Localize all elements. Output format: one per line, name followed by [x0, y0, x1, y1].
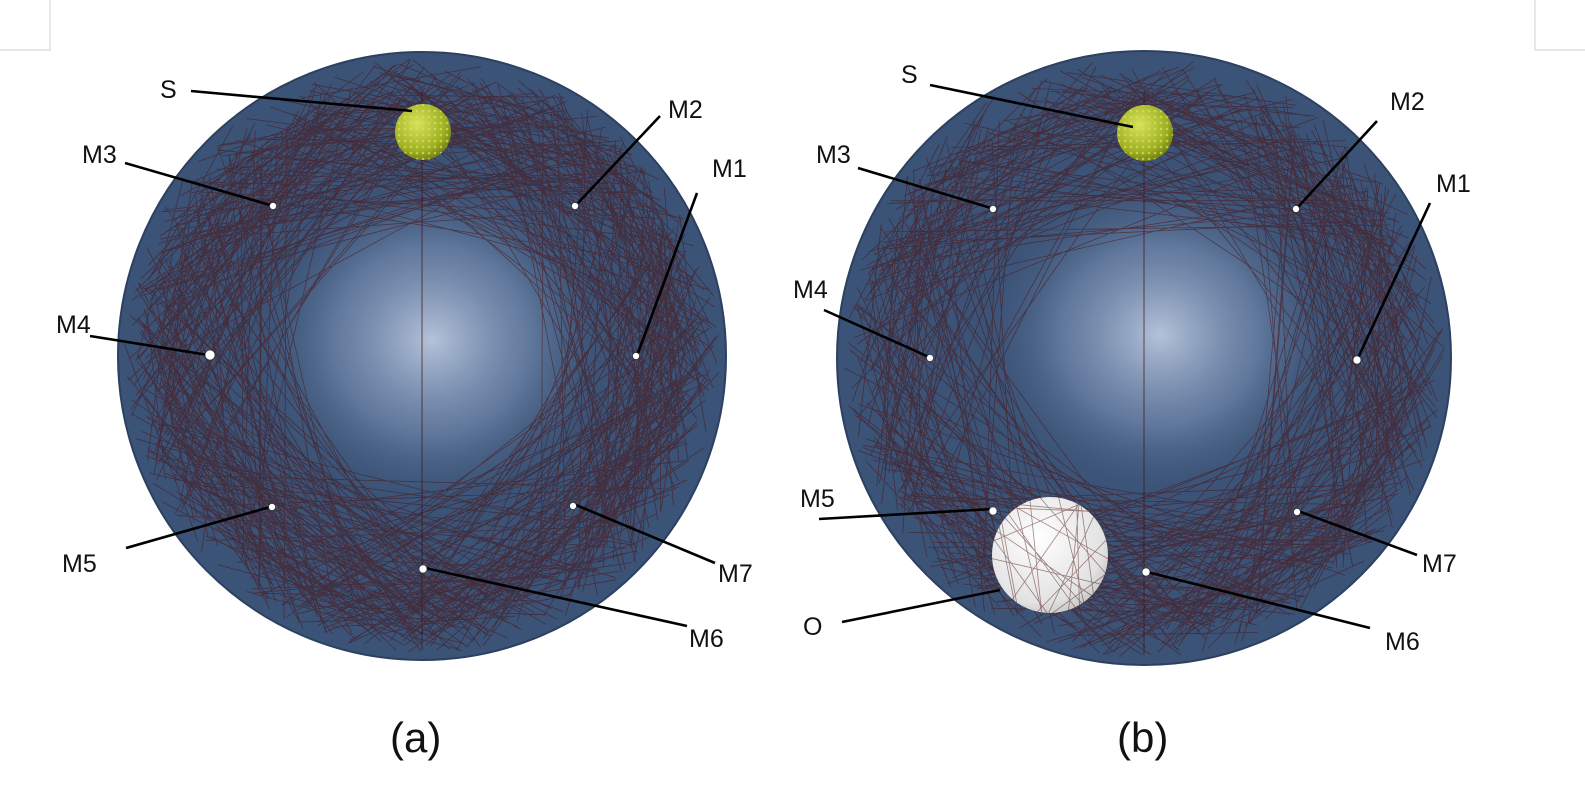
mic-m3-b [989, 205, 997, 213]
label-m4-b: M4 [793, 276, 828, 304]
mic-m7-a [569, 502, 577, 510]
ray-bundle [124, 58, 720, 653]
label-obstacle: O [803, 613, 822, 641]
ray-bundle [844, 61, 1446, 658]
source-texture-a [395, 104, 451, 160]
panel-a: S M3 M2 M1 M4 M5 M7 M6 (a) [56, 51, 753, 761]
obstacle-ray-bundle [992, 497, 1109, 614]
mic-m5-a [268, 503, 276, 511]
obstacle-sphere [992, 497, 1108, 613]
label-m5-a: M5 [62, 550, 97, 578]
label-m6-a: M6 [689, 625, 724, 653]
mic-m2-a [571, 202, 579, 210]
inner-glow-b [980, 170, 1340, 500]
label-m2-a: M2 [668, 96, 703, 124]
label-source-a: S [160, 76, 177, 104]
label-source-b: S [901, 61, 918, 89]
label-m3-b: M3 [816, 141, 851, 169]
source-texture-b [1117, 105, 1173, 161]
mic-m6-b [1141, 567, 1151, 577]
label-m2-b: M2 [1390, 88, 1425, 116]
leader-lines-b [818, 83, 1432, 630]
mic-m7-b [1293, 508, 1301, 516]
crop-marks [0, 0, 1585, 51]
label-m7-a: M7 [718, 560, 753, 588]
mic-m1-b [1352, 355, 1362, 365]
caption-b: (b) [1117, 714, 1168, 761]
mic-m4-a [204, 349, 216, 361]
ray-paths-b [844, 61, 1446, 658]
mic-m1-a [632, 352, 640, 360]
label-m1-a: M1 [712, 155, 747, 183]
mic-m2-b [1292, 205, 1300, 213]
mic-m5-b [988, 506, 998, 516]
label-m4-a: M4 [56, 311, 91, 339]
label-m7-b: M7 [1422, 550, 1457, 578]
ray-paths-a [124, 58, 720, 653]
obstacle-ray-overlay [992, 497, 1109, 614]
mic-m6-a [418, 564, 428, 574]
label-m3-a: M3 [82, 141, 117, 169]
label-m5-b: M5 [800, 485, 835, 513]
panel-b: S M3 M2 M1 M4 M5 M7 M6 O (b) [793, 50, 1471, 761]
label-m6-b: M6 [1385, 628, 1420, 656]
caption-a: (a) [390, 714, 441, 761]
mic-m4-b [926, 354, 934, 362]
leader-lines-a [89, 89, 716, 628]
mic-m3-a [269, 202, 277, 210]
label-m1-b: M1 [1436, 170, 1471, 198]
